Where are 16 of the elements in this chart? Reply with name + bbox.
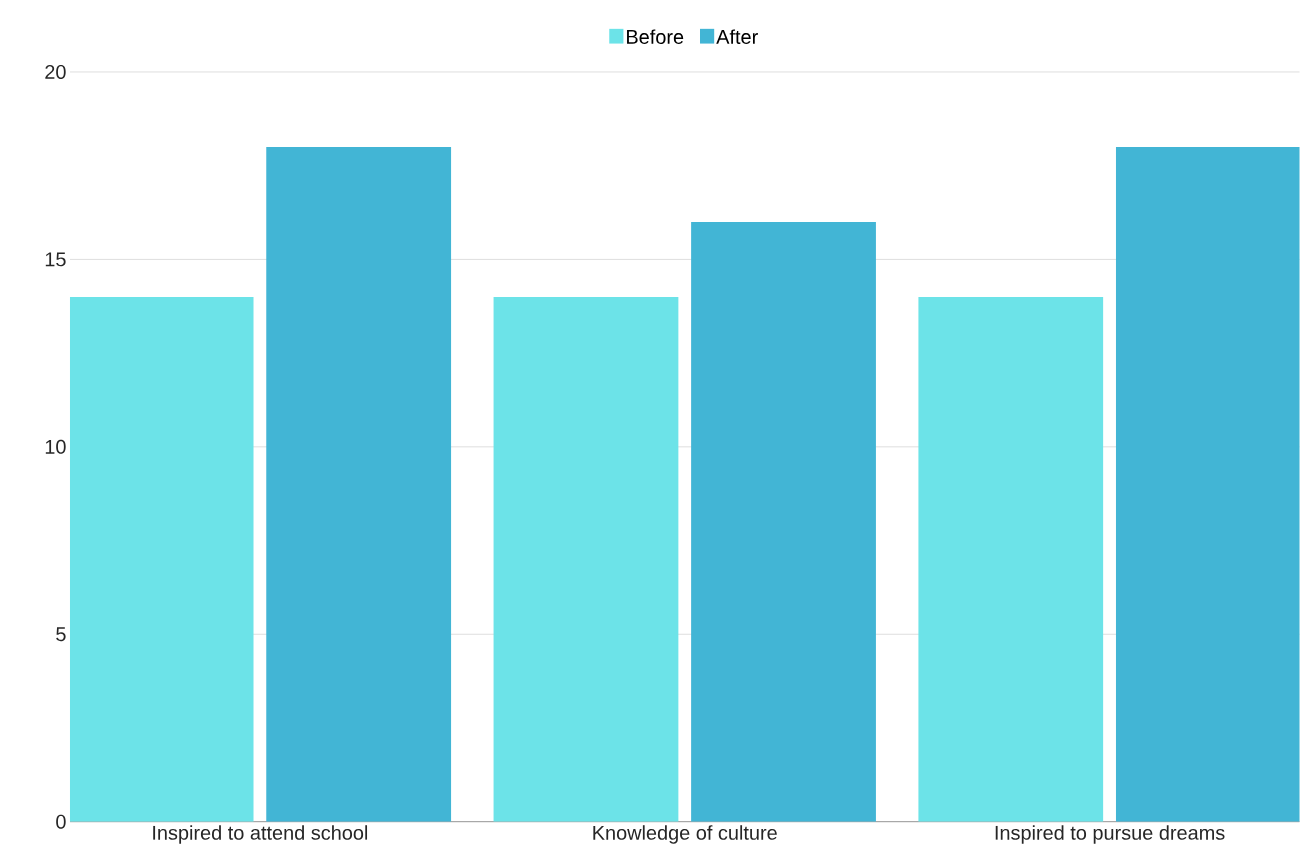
y-tick-label: 5 bbox=[56, 627, 66, 642]
bar bbox=[918, 297, 1104, 822]
legend-label: Before bbox=[627, 29, 684, 45]
x-tick-label: Inspired to pursue dreams bbox=[995, 825, 1225, 844]
y-tick-label: 0 bbox=[56, 814, 66, 829]
bar bbox=[493, 297, 679, 822]
bar bbox=[69, 297, 254, 822]
legend-label: After bbox=[716, 29, 758, 45]
y-tick-label: 10 bbox=[45, 439, 66, 455]
x-tick-label: Inspired to attend school bbox=[153, 825, 368, 844]
bar bbox=[266, 147, 452, 822]
x-tick-label: Knowledge of culture bbox=[593, 825, 777, 844]
bar bbox=[1115, 147, 1300, 822]
y-tick-label: 15 bbox=[45, 252, 66, 267]
bar bbox=[691, 222, 876, 822]
y-tick-label: 20 bbox=[45, 65, 66, 80]
